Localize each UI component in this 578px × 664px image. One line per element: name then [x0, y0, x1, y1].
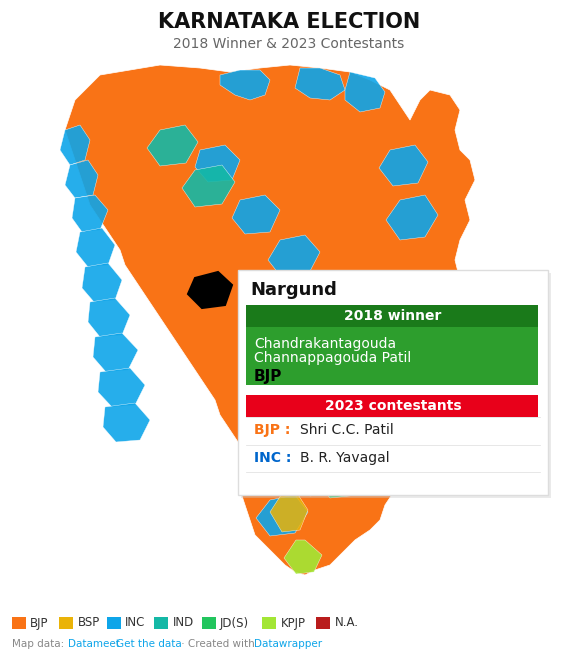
Text: 2018 winner: 2018 winner — [344, 309, 442, 323]
FancyBboxPatch shape — [107, 617, 121, 629]
Polygon shape — [195, 145, 240, 182]
Polygon shape — [60, 125, 90, 165]
FancyBboxPatch shape — [60, 617, 73, 629]
Text: Channappagouda Patil: Channappagouda Patil — [254, 351, 412, 365]
Text: KARNATAKA ELECTION: KARNATAKA ELECTION — [158, 12, 420, 32]
Text: INC: INC — [125, 616, 146, 629]
Text: ·: · — [108, 639, 118, 649]
Text: INC :: INC : — [254, 451, 291, 465]
Polygon shape — [72, 195, 108, 232]
Text: · Created with: · Created with — [178, 639, 258, 649]
Text: Chandrakantagouda: Chandrakantagouda — [254, 337, 396, 351]
Polygon shape — [82, 263, 122, 302]
Text: JD(S): JD(S) — [220, 616, 249, 629]
Polygon shape — [188, 272, 232, 308]
Text: Nargund: Nargund — [250, 281, 337, 299]
FancyBboxPatch shape — [12, 617, 26, 629]
Text: Shri C.C. Patil: Shri C.C. Patil — [300, 423, 394, 437]
FancyBboxPatch shape — [241, 273, 551, 498]
Polygon shape — [295, 68, 345, 100]
Polygon shape — [256, 495, 308, 536]
FancyBboxPatch shape — [246, 327, 538, 385]
Text: Get the data: Get the data — [116, 639, 181, 649]
Polygon shape — [270, 490, 308, 532]
Polygon shape — [182, 165, 235, 207]
Polygon shape — [298, 335, 352, 378]
FancyBboxPatch shape — [202, 617, 216, 629]
FancyBboxPatch shape — [317, 617, 331, 629]
Polygon shape — [296, 455, 348, 496]
FancyBboxPatch shape — [246, 305, 538, 327]
Text: BSP: BSP — [77, 616, 100, 629]
Text: KPJP: KPJP — [280, 616, 306, 629]
Polygon shape — [325, 375, 382, 418]
Polygon shape — [346, 285, 402, 328]
Text: 2018 Winner & 2023 Contestants: 2018 Winner & 2023 Contestants — [173, 37, 405, 51]
Polygon shape — [93, 333, 138, 372]
FancyBboxPatch shape — [238, 270, 548, 495]
Text: BJP :: BJP : — [254, 423, 290, 437]
Polygon shape — [306, 290, 362, 333]
Polygon shape — [98, 368, 145, 407]
Text: N.A.: N.A. — [335, 616, 358, 629]
FancyBboxPatch shape — [246, 395, 538, 417]
Polygon shape — [220, 70, 270, 100]
Text: IND: IND — [172, 616, 194, 629]
Polygon shape — [268, 235, 320, 278]
Polygon shape — [284, 540, 322, 574]
Polygon shape — [316, 455, 372, 498]
Polygon shape — [338, 415, 390, 456]
Polygon shape — [103, 403, 150, 442]
Polygon shape — [65, 160, 98, 198]
Text: B. R. Yavagal: B. R. Yavagal — [300, 451, 390, 465]
Polygon shape — [379, 145, 428, 186]
Text: Datawrapper: Datawrapper — [254, 639, 322, 649]
FancyBboxPatch shape — [262, 617, 276, 629]
Polygon shape — [232, 195, 280, 234]
Polygon shape — [386, 195, 438, 240]
Polygon shape — [147, 125, 198, 166]
Polygon shape — [65, 65, 475, 575]
Text: BJP: BJP — [30, 616, 49, 629]
Polygon shape — [356, 415, 412, 458]
Text: 2023 contestants: 2023 contestants — [325, 399, 461, 413]
Text: BJP: BJP — [254, 369, 283, 384]
Polygon shape — [76, 228, 115, 267]
FancyBboxPatch shape — [154, 617, 169, 629]
Text: Datameet: Datameet — [68, 639, 120, 649]
Text: Map data:: Map data: — [12, 639, 68, 649]
Polygon shape — [345, 72, 385, 112]
Polygon shape — [88, 298, 130, 337]
